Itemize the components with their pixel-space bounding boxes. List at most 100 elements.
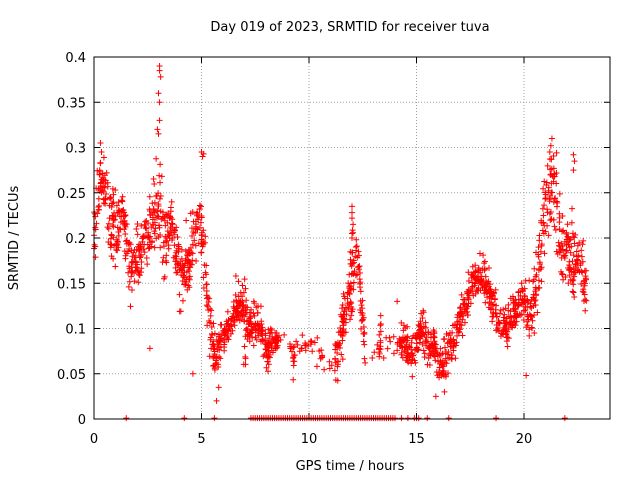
data-point (142, 218, 149, 225)
data-point (216, 353, 223, 360)
data-point (362, 359, 369, 366)
data-point (218, 321, 225, 328)
data-point (450, 343, 457, 350)
data-point (177, 258, 184, 265)
data-point (263, 364, 270, 371)
data-point (539, 227, 546, 234)
data-point (243, 325, 250, 332)
data-point (390, 333, 397, 340)
data-point (349, 260, 356, 267)
data-point (221, 347, 228, 354)
data-point (208, 307, 215, 314)
data-point (534, 309, 541, 316)
data-point (256, 325, 263, 332)
data-point (405, 349, 412, 356)
data-point (349, 308, 356, 315)
data-point (189, 233, 196, 240)
data-point (119, 198, 126, 205)
y-tick-label: 0.25 (57, 187, 86, 202)
data-point (249, 334, 256, 341)
data-point (110, 223, 117, 230)
data-point (203, 271, 210, 278)
data-point (487, 281, 494, 288)
data-point (199, 243, 206, 250)
data-point (505, 335, 512, 342)
data-point (107, 194, 114, 201)
data-point (168, 198, 175, 205)
data-point (229, 327, 236, 334)
y-axis-label: SRMTID / TECUs (7, 186, 22, 291)
data-point (346, 290, 353, 297)
data-point (569, 288, 576, 295)
chart-title: Day 019 of 2023, SRMTID for receiver tuv… (210, 20, 489, 35)
data-point (425, 344, 432, 351)
data-point (417, 320, 424, 327)
data-point (177, 264, 184, 271)
data-point (110, 191, 117, 198)
data-point (122, 230, 129, 237)
data-point (547, 193, 554, 200)
data-point (521, 285, 528, 292)
data-point (532, 288, 539, 295)
data-point (567, 264, 574, 271)
data-point (551, 223, 558, 230)
data-point (134, 261, 141, 268)
data-point (257, 303, 264, 310)
data-point (533, 249, 540, 256)
data-point (538, 264, 545, 271)
data-point (332, 376, 339, 383)
x-tick-label: 15 (408, 432, 425, 447)
data-point (173, 269, 180, 276)
data-point (414, 347, 421, 354)
data-point (454, 332, 461, 339)
data-point (562, 252, 569, 259)
data-point (179, 277, 186, 284)
data-point (418, 328, 425, 335)
data-point (575, 252, 582, 259)
data-point (458, 291, 465, 298)
data-point (136, 272, 143, 279)
x-axis-label: GPS time / hours (296, 459, 405, 474)
data-point (572, 264, 579, 271)
data-point (496, 319, 503, 326)
data-point (341, 293, 348, 300)
data-point (125, 283, 132, 290)
data-point (507, 321, 514, 328)
data-point (546, 149, 553, 156)
data-point (566, 272, 573, 279)
data-point (424, 415, 431, 422)
data-point (571, 158, 578, 165)
data-point (500, 327, 507, 334)
data-point (164, 237, 171, 244)
data-point (404, 323, 411, 330)
data-point (155, 202, 162, 209)
data-point (542, 191, 549, 198)
data-point (318, 347, 325, 354)
data-point (202, 233, 209, 240)
data-point (461, 296, 468, 303)
data-point (207, 319, 214, 326)
data-point (461, 319, 468, 326)
data-point (194, 226, 201, 233)
data-point (467, 300, 474, 307)
data-point (531, 329, 538, 336)
data-point (563, 248, 570, 255)
data-point (491, 296, 498, 303)
data-point (361, 341, 368, 348)
data-point (504, 343, 511, 350)
data-point (302, 347, 309, 354)
data-point (349, 270, 356, 277)
data-point (475, 267, 482, 274)
data-point (462, 306, 469, 313)
data-point (210, 320, 217, 327)
data-point (480, 277, 487, 284)
data-point (357, 307, 364, 314)
data-point (169, 237, 176, 244)
data-point (573, 248, 580, 255)
data-point (156, 99, 163, 106)
data-point (574, 242, 581, 249)
data-point (409, 373, 416, 380)
data-point (357, 284, 364, 291)
data-point (341, 307, 348, 314)
